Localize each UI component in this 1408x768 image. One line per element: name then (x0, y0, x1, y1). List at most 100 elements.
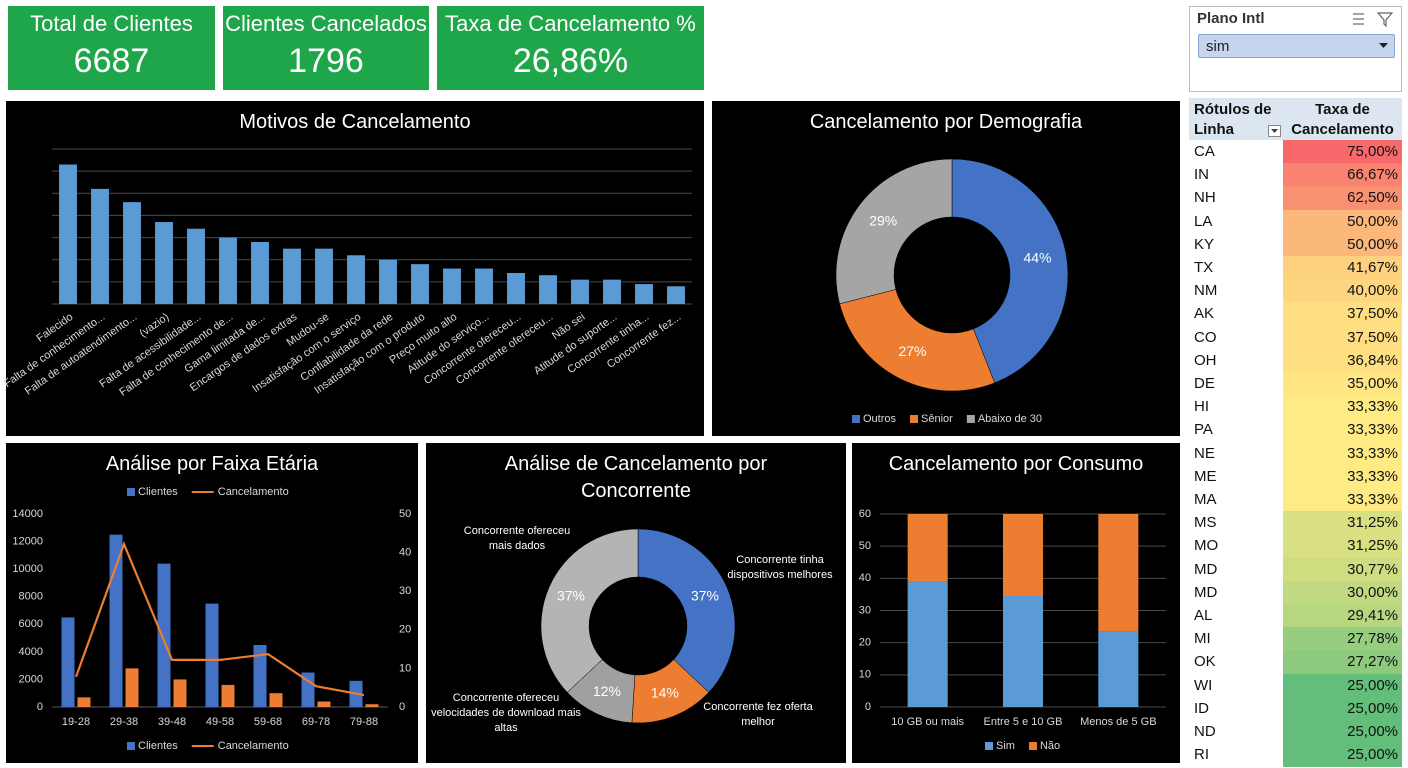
bar (109, 534, 123, 707)
category-label: Concorrente fez oferta melhor (703, 701, 813, 728)
legend-swatch (852, 415, 860, 423)
kpi-value: 26,86% (512, 42, 629, 80)
bar (443, 268, 461, 304)
y-tick-label: 40 (859, 572, 871, 584)
legend-swatch (127, 488, 135, 496)
kpi-card: Total de Clientes 6687 (8, 6, 215, 90)
y2-tick-label: 10 (399, 662, 411, 674)
table-row-label: PA (1194, 421, 1213, 439)
table-cell: 27,78% (1283, 627, 1402, 651)
table-row-label: OK (1194, 653, 1216, 671)
y2-tick-label: 30 (399, 585, 411, 597)
legend-swatch (966, 415, 975, 423)
filter-button[interactable] (1268, 125, 1281, 137)
slicer[interactable]: Plano Intl sim (1189, 6, 1402, 92)
table-cell: 27,27% (1283, 650, 1402, 675)
bar-segment (1098, 514, 1139, 632)
clear-filter-icon[interactable] (1376, 12, 1394, 27)
category-label: Concorrente ofereceu velocidades de down… (431, 692, 581, 734)
bar (59, 164, 77, 304)
slicer-title: Plano Intl (1197, 10, 1265, 27)
x-tick-label: 59-68 (254, 716, 282, 728)
category-label: Concorrente tinha dispositivos melhores (727, 554, 833, 581)
table-cell: 50,00% (1283, 232, 1402, 257)
bar (571, 279, 589, 304)
kpi-label: Taxa de Cancelamento % (445, 11, 696, 36)
table-cell: 33,33% (1283, 464, 1402, 489)
y-tick-label: 10 (859, 669, 871, 681)
multi-select-icon[interactable] (1353, 13, 1364, 25)
table-cell: 75,00% (1283, 140, 1402, 164)
bar (603, 279, 621, 304)
bar (539, 275, 557, 304)
table-row-label: MI (1194, 630, 1211, 648)
bar (253, 644, 267, 707)
y2-tick-label: 0 (399, 701, 405, 713)
kpi-card: Clientes Cancelados 1796 (223, 6, 429, 90)
slicer-item[interactable]: sim (1198, 34, 1395, 58)
bar (173, 679, 187, 707)
bar (269, 693, 283, 707)
chart-title: Cancelamento por Consumo (888, 453, 1144, 475)
table-cell: 25,00% (1283, 720, 1402, 744)
table-cell: 37,50% (1283, 302, 1402, 327)
y-tick-label: 8000 (19, 591, 43, 603)
table-cell: 50,00% (1283, 209, 1402, 234)
table-row-label: CO (1194, 328, 1217, 346)
table-cell: 41,67% (1283, 256, 1402, 280)
table-row-label: NM (1194, 282, 1218, 300)
data-label: 14% (651, 685, 679, 701)
table-row-label: MS (1194, 514, 1217, 532)
y-tick-label: 0 (37, 701, 43, 713)
table-row-label: LA (1194, 212, 1213, 230)
data-label: 37% (557, 588, 585, 604)
legend-swatch (1028, 742, 1037, 750)
bar (379, 259, 397, 304)
panel (6, 443, 418, 763)
table-row-label: IN (1194, 166, 1209, 184)
bar (61, 617, 75, 707)
bar (317, 701, 331, 707)
table-cell: 31,25% (1283, 534, 1402, 559)
donut-slice (839, 289, 996, 392)
data-label: 37% (691, 588, 719, 604)
bar (301, 672, 315, 707)
bar (507, 273, 525, 304)
x-tick-label: 29-38 (110, 716, 138, 728)
bar-segment (1002, 596, 1044, 707)
table-cell: 37,50% (1283, 325, 1402, 350)
y-tick-label: 6000 (19, 618, 43, 630)
bar (123, 202, 141, 304)
legend-label: Outros (863, 413, 897, 425)
table-row-label: MD (1194, 560, 1218, 578)
legend-swatch (910, 415, 919, 423)
chart-title: Cancelamento por Demografia (809, 111, 1083, 133)
y-tick-label: 10000 (12, 563, 43, 575)
y-tick-label: 4000 (19, 646, 43, 658)
table-cell: 30,77% (1283, 557, 1402, 582)
table-row-label: HI (1194, 398, 1209, 416)
y2-tick-label: 50 (399, 508, 411, 520)
table-row-label: TX (1194, 259, 1214, 276)
data-label: 44% (1023, 249, 1051, 265)
filter-arrow (1271, 129, 1278, 133)
bar (251, 242, 269, 304)
bar (667, 286, 685, 304)
kpi-label: Clientes Cancelados (225, 11, 427, 36)
bar (187, 228, 205, 304)
y2-tick-label: 40 (399, 547, 411, 559)
legend-swatch (127, 742, 135, 750)
table-row-label: AL (1194, 607, 1213, 624)
table-cell: 25,00% (1283, 743, 1402, 767)
data-label: 12% (593, 683, 621, 699)
slicer-item-label: sim (1206, 38, 1230, 55)
x-tick-label: 19-28 (62, 716, 90, 728)
table-row-label: ND (1194, 723, 1216, 740)
legend-label: Clientes (138, 740, 178, 752)
bar (219, 237, 237, 304)
table-row-label: OH (1194, 351, 1217, 369)
legend-label: Não (1040, 740, 1060, 752)
kpi-value: 6687 (73, 42, 150, 80)
bar (315, 248, 333, 304)
table-cell: 25,00% (1283, 673, 1402, 698)
